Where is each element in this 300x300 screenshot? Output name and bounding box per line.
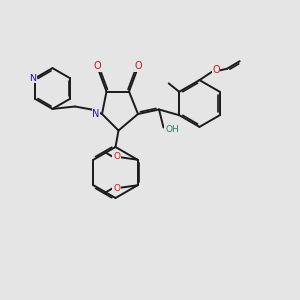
Text: O: O xyxy=(113,184,120,193)
Text: OH: OH xyxy=(165,125,179,134)
Text: N: N xyxy=(92,109,100,119)
Text: N: N xyxy=(29,74,36,83)
Text: O: O xyxy=(134,61,142,71)
Text: O: O xyxy=(212,65,220,75)
Text: O: O xyxy=(113,152,120,161)
Text: O: O xyxy=(94,61,101,71)
